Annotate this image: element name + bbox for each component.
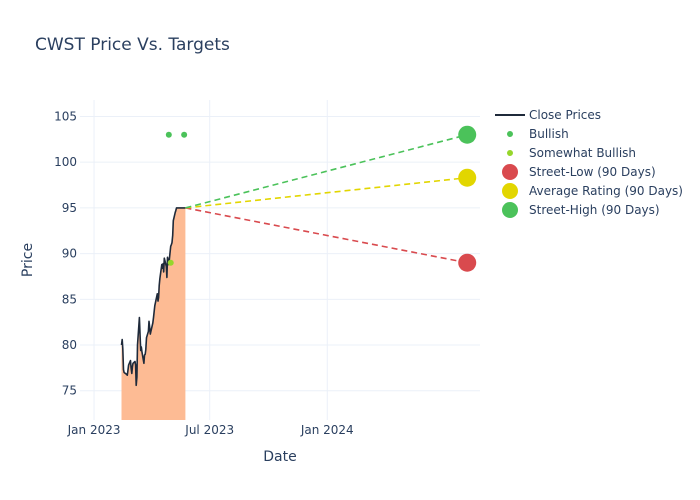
legend-label: Bullish bbox=[529, 127, 569, 141]
y-tick-label: 75 bbox=[62, 384, 77, 398]
x-axis-ticks: Jan 2023 Jul 2023 Jan 2024 bbox=[67, 423, 354, 437]
legend-item-close-prices: Close Prices bbox=[495, 108, 601, 122]
somewhat-bullish-marker bbox=[167, 259, 174, 266]
y-tick-label: 85 bbox=[62, 292, 77, 306]
x-tick-label: Jan 2023 bbox=[67, 423, 121, 437]
legend-label: Close Prices bbox=[529, 108, 601, 122]
legend-label: Average Rating (90 Days) bbox=[529, 184, 683, 198]
x-axis-title: Date bbox=[263, 449, 296, 465]
legend-item-somewhat-bullish: Somewhat Bullish bbox=[507, 146, 636, 160]
bullish-marker bbox=[181, 131, 188, 138]
average-rating-90-days-trend-line bbox=[185, 176, 468, 209]
legend-item-street-low-90-days: Street-Low (90 Days) bbox=[502, 164, 656, 180]
legend-swatch bbox=[507, 150, 513, 156]
y-tick-label: 95 bbox=[62, 201, 77, 215]
legend-swatch bbox=[507, 131, 513, 137]
legend-label: Street-Low (90 Days) bbox=[529, 165, 656, 179]
street-low-90-days-trend-line bbox=[185, 207, 468, 264]
street-high-90-days-trend-line bbox=[185, 133, 468, 209]
x-tick-label: Jan 2024 bbox=[300, 423, 354, 437]
y-tick-label: 90 bbox=[62, 247, 77, 261]
y-tick-label: 80 bbox=[62, 338, 77, 352]
y-axis-ticks: 75 80 85 90 95 100 105 bbox=[54, 109, 77, 397]
street-high-90-days-target-marker bbox=[458, 125, 477, 144]
chart-title: CWST Price Vs. Targets bbox=[35, 35, 230, 55]
series-lines bbox=[120, 133, 468, 387]
legend-label: Somewhat Bullish bbox=[529, 146, 636, 160]
close-prices-line bbox=[120, 207, 186, 387]
markers bbox=[165, 125, 477, 272]
legend-item-average-rating-90-days: Average Rating (90 Days) bbox=[502, 183, 683, 199]
legend: Close Prices Bullish Somewhat Bullish Stree… bbox=[495, 108, 683, 218]
bullish-marker bbox=[165, 131, 172, 138]
x-tick-label: Jul 2023 bbox=[184, 423, 234, 437]
legend-swatch bbox=[502, 164, 518, 180]
legend-label: Street-High (90 Days) bbox=[529, 203, 660, 217]
legend-item-street-high-90-days: Street-High (90 Days) bbox=[502, 202, 660, 218]
grid bbox=[80, 100, 480, 420]
legend-item-bullish: Bullish bbox=[507, 127, 569, 141]
legend-swatch bbox=[502, 183, 518, 199]
street-low-90-days-target-marker bbox=[458, 253, 477, 272]
legend-swatch bbox=[502, 202, 518, 218]
y-tick-label: 100 bbox=[54, 155, 77, 169]
average-rating-90-days-target-marker bbox=[458, 168, 477, 187]
y-axis-title: Price bbox=[20, 243, 36, 277]
y-tick-label: 105 bbox=[54, 109, 77, 123]
